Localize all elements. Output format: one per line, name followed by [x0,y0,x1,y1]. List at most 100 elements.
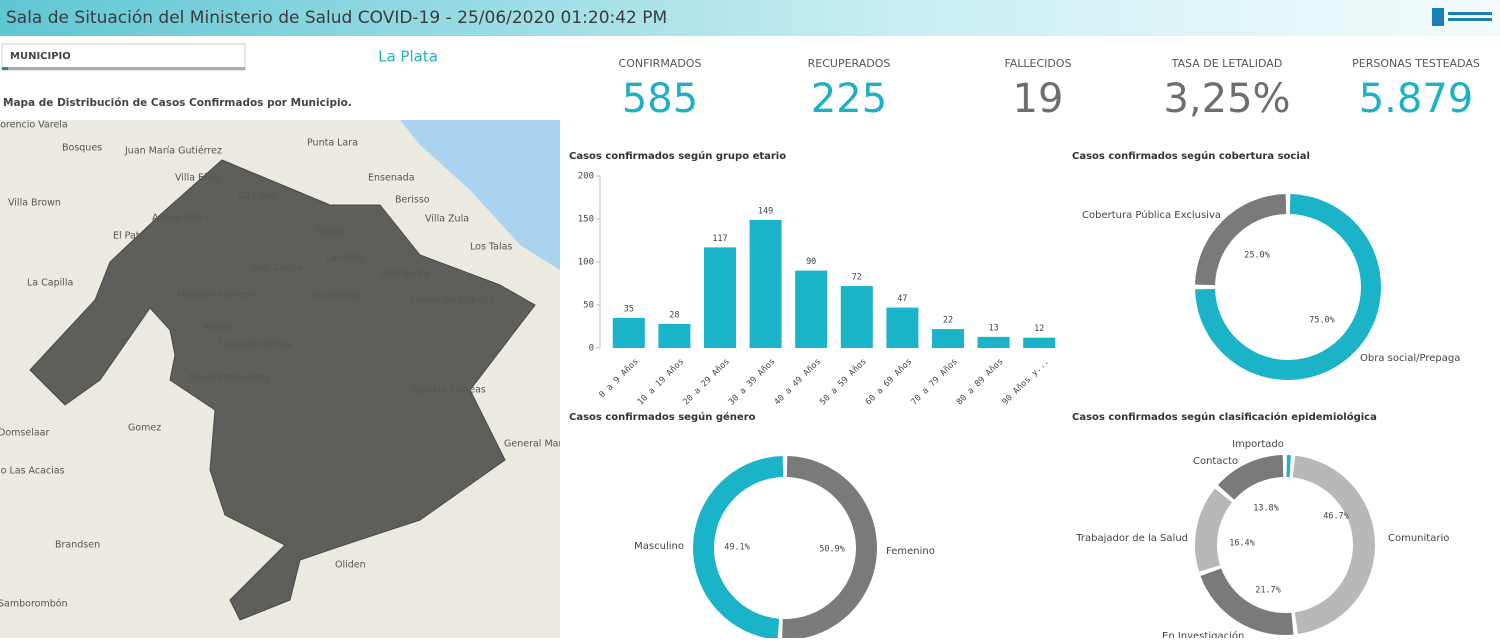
bar [840,286,873,348]
donut-segment [1195,194,1287,286]
logo [1448,18,1492,21]
place-label: Melchor Romero [177,290,254,301]
municipio-shape[interactable] [29,159,536,621]
value-label: 75.0% [1309,316,1335,326]
chart-title: Casos confirmados según grupo etario [569,150,786,162]
x-tick-label: 0 a 9 Años [597,357,640,400]
bar [932,329,964,348]
place-label: Lomas de Copello [410,295,494,306]
y-tick-label: 50 [583,301,594,311]
filter-selection: La Plata [378,48,438,66]
place-label: La Capilla [27,278,73,289]
place-label: Abasto [203,322,236,333]
donut-segment [1217,455,1284,500]
bar [886,307,919,348]
place-label: San Carlos [252,263,303,274]
value-label: 12 [1034,324,1044,334]
bar [612,317,645,348]
kpi-value: 5.879 [1359,76,1474,122]
kpi-label: PERSONAS TESTEADAS [1352,57,1480,70]
filter-selected [2,67,8,70]
chart-title: Casos confirmados según clasificación ep… [1072,411,1377,423]
bar [704,247,736,348]
value-label: 13.8% [1253,504,1279,514]
y-tick-label: 200 [578,172,594,182]
x-tick-label: 30 a 39 Años [727,357,778,408]
bar [1023,337,1056,348]
value-label: 46.7% [1323,512,1349,522]
kpi-label: FALLECIDOS [1004,57,1071,70]
x-tick-label: 80 a 89 Años [955,357,1006,408]
category-label: Obra social/Prepaga [1360,353,1460,364]
place-label: Berisso [395,195,430,206]
bar [658,323,691,348]
donut-segment [1292,455,1375,635]
donut-segment [1195,488,1233,572]
place-label: General Mansilla [504,439,583,450]
place-label: Gomez [128,423,161,434]
donut-segment [1286,455,1291,478]
place-label: Barrio Las Acacias [0,466,65,477]
value-label: 49.1% [724,543,750,553]
place-label: La Plata [326,253,364,264]
place-label: Tolosa [314,227,344,238]
kpi-value: 225 [811,76,887,122]
place-label: Punta Lara [307,138,358,149]
kpi-label: RECUPERADOS [808,57,891,70]
place-label: City Bell [238,191,277,202]
category-label: Femenino [886,546,935,557]
value-label: 149 [758,206,773,216]
place-label: Samborombón [0,599,68,610]
value-label: 25.0% [1244,251,1270,261]
bar [977,336,1010,348]
x-tick-label: 70 a 79 Años [909,357,960,408]
y-tick-label: 100 [578,258,594,268]
category-label: En Investigación [1162,630,1244,638]
filter-bar [2,67,245,70]
kpi-label: TASA DE LETALIDAD [1171,57,1283,70]
filter-box[interactable] [1,43,246,71]
map[interactable]: Florencio Varela Bosques Juan María Gutiér… [0,120,583,639]
place-label: El Pato [113,231,146,242]
donut-segment [693,456,784,640]
place-label: Ignacio Correas [412,385,486,396]
bar [795,270,828,348]
value-label: 47 [897,294,907,304]
chart-title: Casos confirmados según género [569,411,756,423]
place-label: Juan María Gutiérrez [124,146,222,157]
category-label: Masculino [634,541,684,552]
place-label: Los Hornos [308,291,360,302]
place-label: Villa Zula [425,214,469,225]
kpi-label: CONFIRMADOS [619,57,702,70]
x-tick-label: 60 a 69 Años [864,357,915,408]
value-label: 72 [852,273,862,283]
kpi-value: 3,25% [1163,76,1290,122]
header-bar [0,0,1500,36]
logo [1448,12,1492,15]
category-label: Trabajador de la Salud [1075,533,1188,544]
category-label: Contacto [1193,456,1238,467]
place-label: Bosques [62,143,102,154]
value-label: 16.4% [1229,539,1255,549]
place-label: Brandsen [55,540,100,551]
value-label: 13 [988,323,998,333]
value-label: 50.9% [819,545,845,555]
place-label: Villa Elvira [380,269,430,280]
value-label: 22 [943,316,953,326]
place-label: Arturo Seguí [152,213,212,224]
donut-segment [782,456,878,640]
logo [1432,8,1444,26]
kpi-value: 585 [622,76,698,122]
header-title: Sala de Situación del Ministerio de Salu… [6,8,667,28]
value-label: 90 [806,257,816,267]
y-tick-label: 150 [578,215,594,225]
place-label: Oliden [335,560,366,571]
value-label: 21.7% [1255,586,1281,596]
value-label: 117 [712,234,727,244]
place-label: Ensenada [368,173,415,184]
x-tick-label: 40 a 49 Años [773,357,824,408]
map-title: Mapa de Distribución de Casos Confirmado… [3,97,352,109]
place-label: Lisandro Olmos [219,340,292,351]
